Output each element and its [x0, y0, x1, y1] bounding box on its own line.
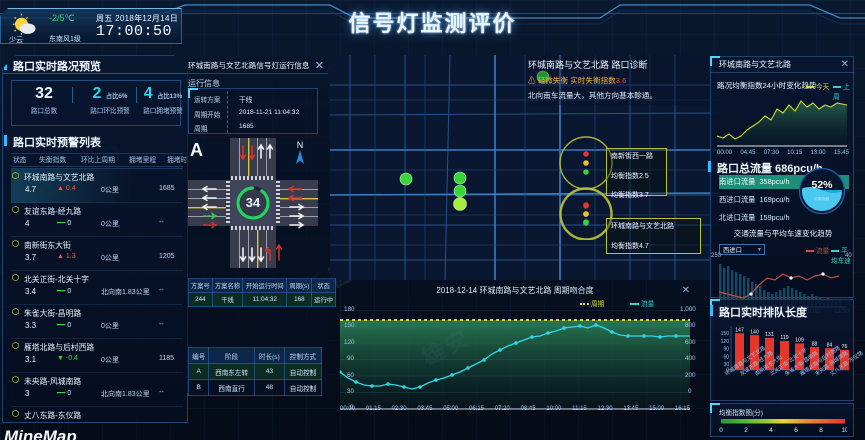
- svg-text:34: 34: [246, 195, 261, 210]
- svg-text:2: 2: [744, 427, 748, 433]
- svg-text:140: 140: [750, 329, 759, 335]
- svg-text:147: 147: [735, 328, 744, 334]
- svg-text:10: 10: [841, 427, 847, 433]
- svg-text:52%: 52%: [811, 179, 833, 191]
- svg-text:131: 131: [765, 332, 774, 338]
- svg-text:119: 119: [780, 335, 788, 341]
- svg-text:109: 109: [795, 338, 804, 344]
- svg-text:4: 4: [769, 427, 773, 433]
- svg-text:90: 90: [723, 347, 729, 353]
- svg-text:均衡指数: 均衡指数: [814, 196, 830, 201]
- svg-text:88: 88: [812, 341, 818, 347]
- svg-text:8: 8: [819, 427, 823, 433]
- svg-text:120: 120: [721, 339, 730, 345]
- svg-text:0: 0: [719, 427, 723, 433]
- svg-text:150: 150: [721, 331, 730, 337]
- svg-text:60: 60: [723, 354, 729, 360]
- svg-text:6: 6: [794, 427, 798, 433]
